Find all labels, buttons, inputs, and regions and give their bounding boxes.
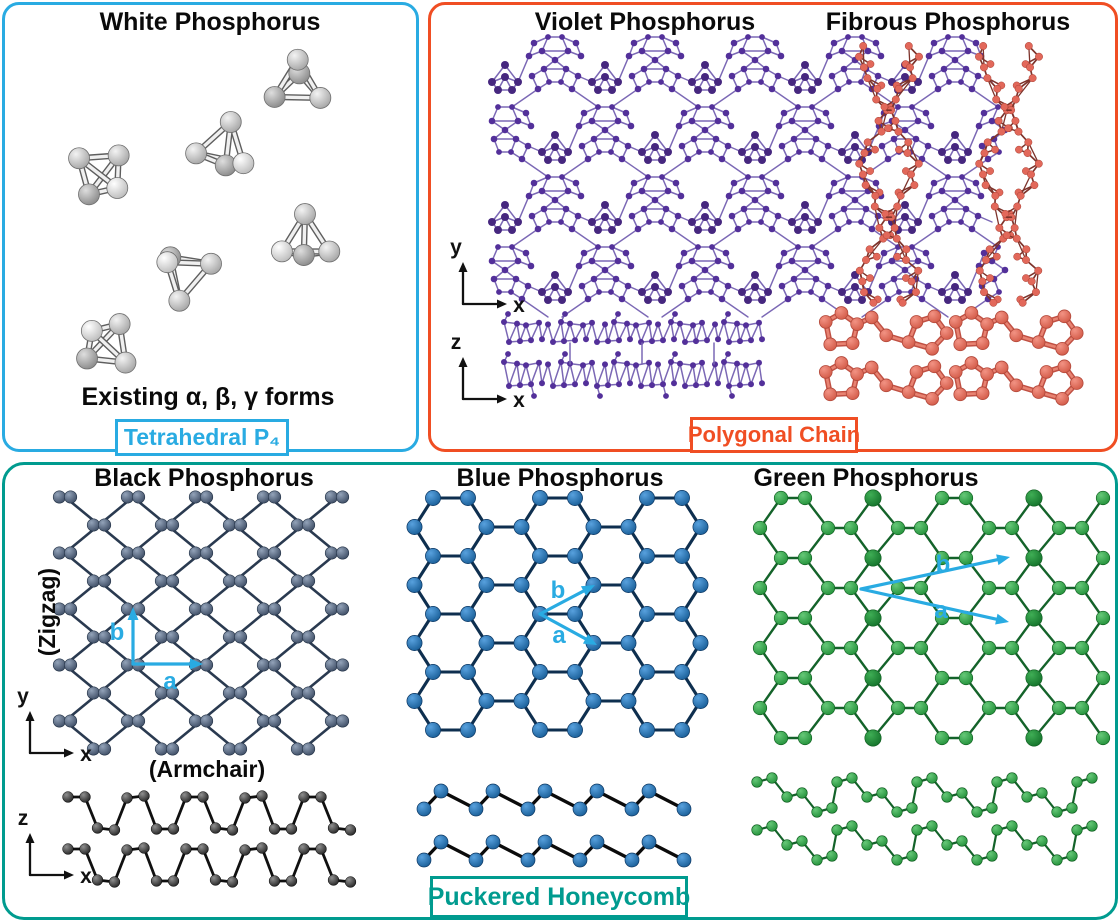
svg-text:b: b — [110, 619, 125, 646]
lattice-vectors-green: ba — [859, 551, 1010, 625]
white-phosphorus-structure — [68, 48, 341, 374]
white-phosphorus-forms-note: Existing α, β, γ forms — [81, 383, 335, 411]
puckered-honeycomb-tag: Puckered Honeycomb — [428, 876, 690, 918]
puckered-honeycomb-panel — [2, 462, 1118, 920]
svg-text:x: x — [80, 743, 92, 766]
black-phosphorus-title: Black Phosphorus — [94, 464, 314, 492]
fibrous-phosphorus-chains — [855, 42, 1043, 307]
svg-text:x: x — [513, 389, 525, 412]
fibrous-phosphorus-cross-sections — [818, 306, 1084, 406]
armchair-direction-label: (Armchair) — [148, 756, 266, 782]
axis-violet-side-zx: zx — [451, 331, 525, 412]
polygonal-chain-tag: Polygonal Chain — [688, 417, 860, 453]
blue-phosphorus-side-view — [416, 783, 692, 868]
svg-text:a: a — [552, 622, 566, 649]
lattice-vectors-blue: ba — [538, 577, 597, 649]
white-phosphorus-title: White Phosphorus — [99, 8, 321, 36]
violet-phosphorus-title: Violet Phosphorus — [534, 8, 756, 36]
tetrahedral-p4-tag: Tetrahedral P₄ — [115, 419, 289, 456]
svg-text:b: b — [551, 577, 566, 604]
svg-text:a: a — [934, 597, 948, 624]
violet-phosphorus-side-view — [501, 311, 765, 399]
svg-text:y: y — [17, 685, 29, 708]
blue-phosphorus-title: Blue Phosphorus — [456, 464, 664, 492]
svg-text:z: z — [451, 331, 462, 354]
svg-text:x: x — [513, 294, 525, 317]
svg-text:z: z — [18, 807, 29, 830]
svg-text:y: y — [450, 236, 462, 259]
svg-text:b: b — [936, 551, 951, 578]
svg-text:x: x — [80, 865, 92, 888]
lattice-vectors-black: ba — [110, 607, 203, 695]
black-phosphorus-top-view — [52, 490, 350, 756]
axis-violet-top-yx: yx — [450, 236, 525, 317]
green-phosphorus-side-view — [751, 772, 1098, 866]
zigzag-direction-label: (Zigzag) — [34, 567, 60, 657]
black-phosphorus-side-view — [62, 790, 357, 888]
fibrous-phosphorus-title: Fibrous Phosphorus — [825, 8, 1071, 36]
svg-text:a: a — [163, 668, 177, 695]
axis-bottom-top-yx: yx — [17, 685, 92, 766]
green-phosphorus-top-view — [752, 489, 1111, 747]
blue-phosphorus-top-view — [406, 490, 709, 738]
axis-bottom-side-zx: zx — [18, 807, 92, 888]
green-phosphorus-title: Green Phosphorus — [753, 464, 979, 492]
violet-phosphorus-top-view — [488, 34, 1009, 318]
